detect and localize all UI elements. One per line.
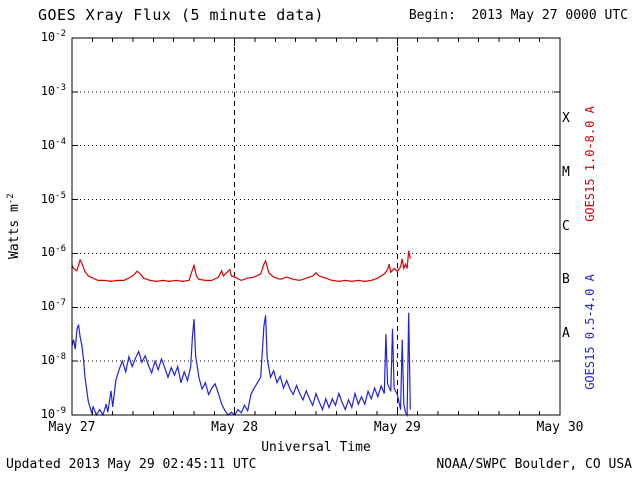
y-tick-label: 10-2: [40, 29, 66, 44]
y-tick-label: 10-6: [40, 244, 66, 260]
y-tick-label: 10-3: [40, 82, 66, 98]
chart-title: GOES Xray Flux (5 minute data): [38, 6, 324, 24]
y-tick-label: 10-8: [40, 352, 66, 368]
x-tick-label: May 30: [536, 420, 584, 435]
y-tick-label: 10-7: [40, 298, 66, 314]
y-tick-label: 10-4: [40, 136, 66, 152]
credit-label: NOAA/SWPC Boulder, CO USA: [436, 457, 632, 472]
y-axis-title: Watts m-2: [5, 193, 23, 259]
y-tick-label: 10-9: [40, 406, 66, 421]
flare-class-label: A: [562, 326, 570, 342]
flare-class-label: B: [562, 272, 570, 288]
begin-time-label: Begin: 2013 May 27 0000 UTC: [408, 8, 628, 23]
series-axis-label: GOES15 0.5-4.0 A: [583, 274, 597, 390]
long-wave-series-line: [71, 250, 411, 283]
y-tick-label: 10-5: [40, 190, 66, 206]
short-wave-series-line: [71, 312, 411, 418]
plot-frame: [71, 37, 561, 416]
x-tick-label: May 27: [48, 420, 96, 435]
updated-timestamp: Updated 2013 May 29 02:45:11 UTC: [6, 457, 257, 472]
flare-class-label: M: [562, 164, 570, 180]
x-tick-label: May 29: [373, 420, 421, 435]
flare-class-label: X: [562, 110, 570, 126]
x-axis-title: Universal Time: [261, 440, 371, 455]
flare-class-label: C: [562, 218, 570, 234]
x-tick-label: May 28: [211, 420, 259, 435]
